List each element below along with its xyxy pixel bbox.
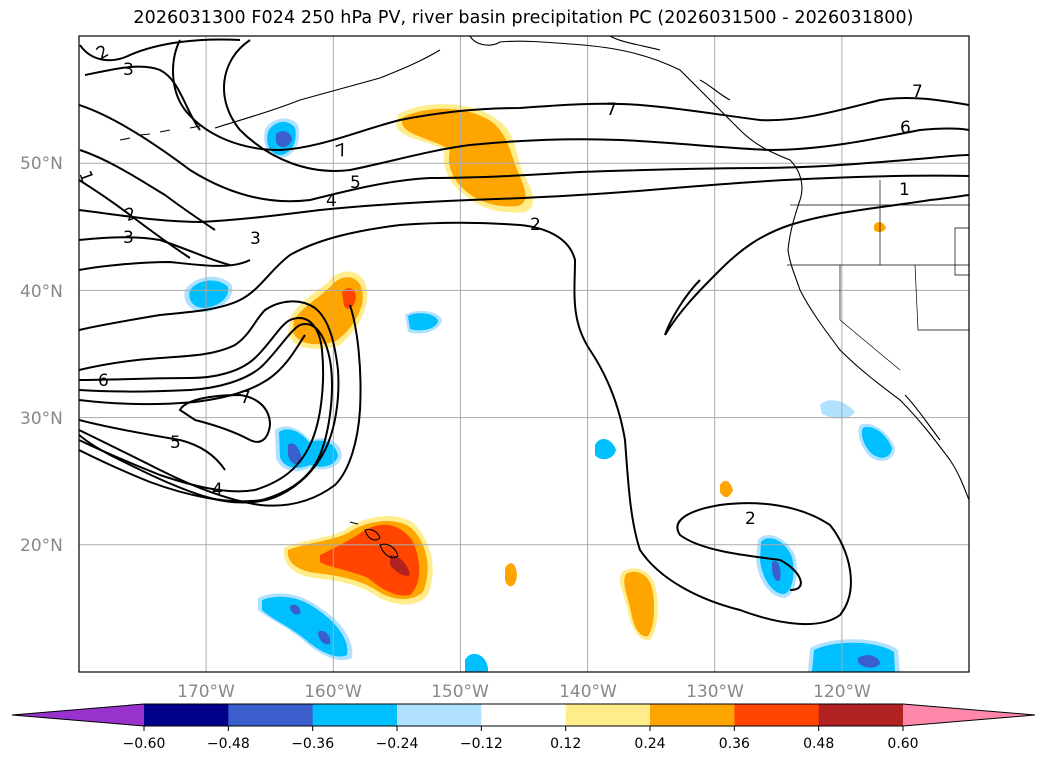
colorbar-extend-max [903, 704, 1035, 726]
colorbar-extend-min [12, 704, 144, 726]
lon-label: 140°W [559, 682, 617, 702]
lon-label: 150°W [431, 682, 489, 702]
colorbar-segment [397, 704, 482, 726]
colorbar-tick-label: −0.60 [123, 736, 166, 752]
contour-label: 5 [170, 433, 181, 453]
plot-area [79, 36, 969, 672]
colorbar-segment [481, 704, 567, 726]
colorbar-tick-label: −0.12 [460, 736, 503, 752]
lat-label: 40°N [20, 282, 63, 302]
contour-label: 5 [350, 173, 361, 193]
colorbar-segment [312, 704, 398, 726]
lon-label: 160°W [304, 682, 362, 702]
lat-labels: 50°N 40°N 30°N 20°N [20, 154, 63, 556]
precip-shading [184, 104, 900, 672]
colorbar-tick-label: 0.60 [887, 736, 918, 752]
gridlines [79, 36, 969, 672]
contour-label: 4 [212, 480, 223, 500]
colorbar-tick-label: −0.48 [207, 736, 250, 752]
lat-label: 50°N [20, 154, 63, 174]
colorbar-tick-label: 0.36 [719, 736, 750, 752]
contour-label: 7 [912, 82, 923, 102]
colorbar-segment [565, 704, 651, 726]
contour-label: 7 [606, 100, 617, 120]
contour-label: 3 [250, 229, 261, 249]
colorbar-segment [650, 704, 735, 726]
colorbar-segment [228, 704, 314, 726]
lat-label: 20°N [20, 536, 63, 556]
pv-contours [79, 38, 969, 625]
colorbar-segment [144, 704, 229, 726]
lat-label: 30°N [20, 409, 63, 429]
contour-label: 2 [530, 215, 541, 235]
coastlines [119, 36, 969, 559]
contour-label: 2 [745, 509, 756, 529]
map-title: 2026031300 F024 250 hPa PV, river basin … [133, 8, 914, 28]
contour-label: 3 [123, 228, 134, 248]
lon-label: 120°W [813, 682, 871, 702]
lon-label: 170°W [177, 682, 235, 702]
contour-label: 3 [123, 60, 134, 80]
colorbar-tick-label: −0.36 [291, 736, 334, 752]
contour-label: 6 [98, 371, 109, 391]
contour-label: 6 [900, 118, 911, 138]
colorbar-tick-label: −0.24 [376, 736, 419, 752]
contour-label: 4 [326, 191, 337, 211]
colorbar: −0.60 −0.48 −0.36 −0.24 −0.12 0.12 0.24 0.36 0.4… [11, 703, 1036, 752]
contour-label: 7 [240, 388, 251, 408]
colorbar-segment [818, 704, 904, 726]
colorbar-tick-label: 0.24 [634, 736, 665, 752]
contour-label: 1 [899, 180, 910, 200]
lon-label: 130°W [686, 682, 744, 702]
colorbar-tick-label: 0.12 [550, 736, 581, 752]
lon-labels: 170°W 160°W 150°W 140°W 130°W 120°W [177, 682, 871, 702]
plot-frame [78, 35, 970, 673]
colorbar-tick-label: 0.48 [803, 736, 834, 752]
colorbar-segment [734, 704, 820, 726]
